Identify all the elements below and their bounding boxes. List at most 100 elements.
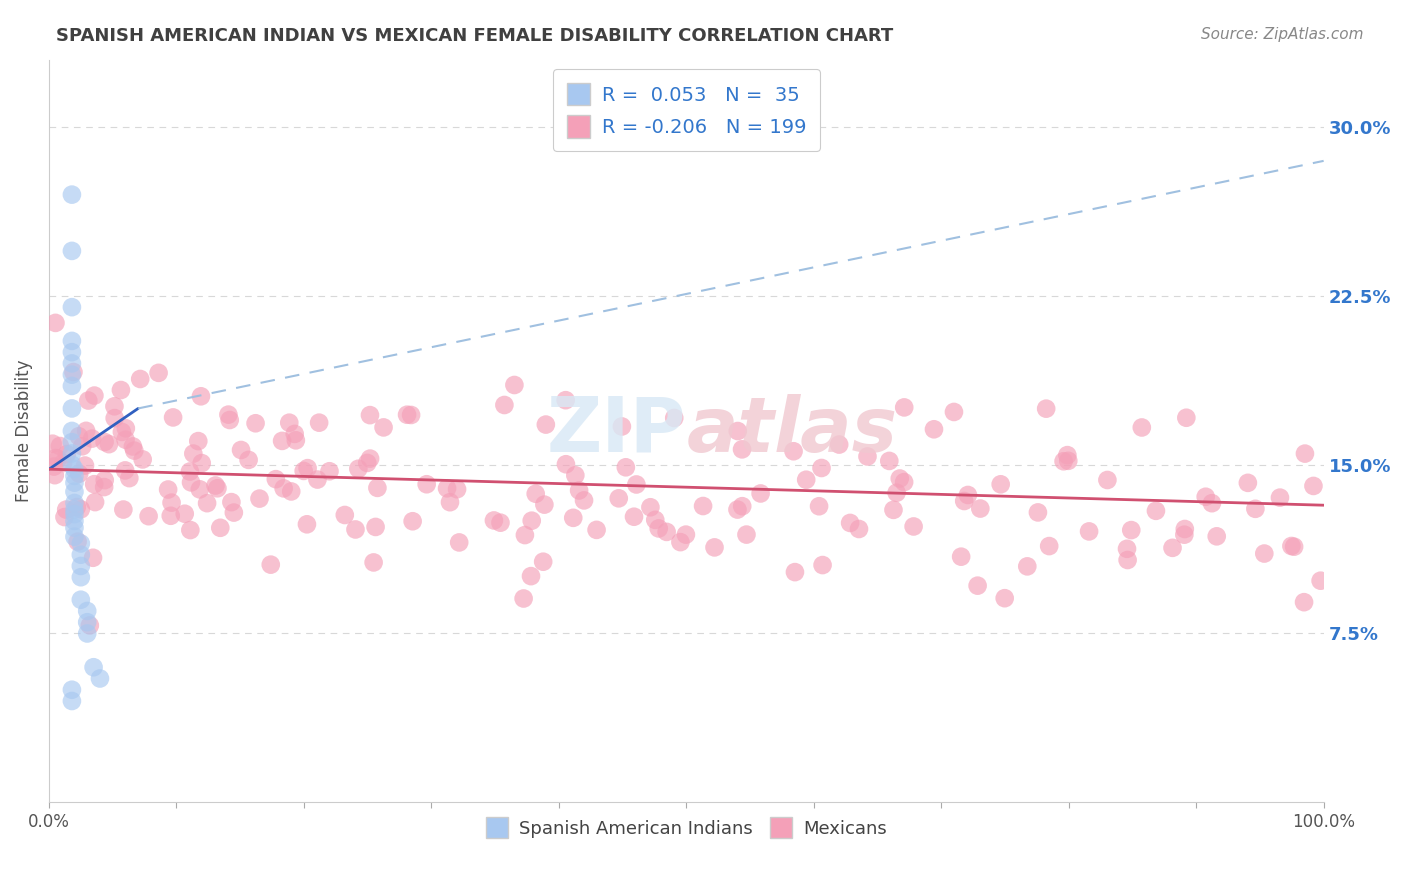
Point bbox=[1078, 524, 1101, 539]
Point bbox=[60, 446, 83, 460]
Point bbox=[882, 503, 904, 517]
Point bbox=[55, 502, 77, 516]
Point bbox=[782, 444, 804, 458]
Point bbox=[585, 523, 607, 537]
Point bbox=[568, 483, 591, 498]
Point bbox=[531, 555, 554, 569]
Point bbox=[623, 509, 645, 524]
Point bbox=[297, 461, 319, 475]
Point bbox=[60, 458, 83, 472]
Point bbox=[731, 499, 754, 513]
Point bbox=[56, 447, 79, 461]
Point bbox=[60, 368, 83, 382]
Point bbox=[359, 451, 381, 466]
Point bbox=[533, 498, 555, 512]
Point bbox=[60, 300, 83, 314]
Point bbox=[60, 244, 83, 258]
Point bbox=[966, 579, 988, 593]
Point bbox=[75, 424, 97, 438]
Point bbox=[1282, 540, 1305, 554]
Point bbox=[67, 429, 90, 443]
Point bbox=[648, 521, 671, 535]
Point bbox=[66, 500, 89, 514]
Point bbox=[63, 502, 86, 516]
Point bbox=[950, 549, 973, 564]
Point bbox=[93, 434, 115, 449]
Point bbox=[118, 471, 141, 485]
Point bbox=[415, 477, 437, 491]
Point bbox=[271, 434, 294, 448]
Y-axis label: Female Disability: Female Disability bbox=[15, 359, 32, 502]
Point bbox=[60, 435, 83, 450]
Point bbox=[122, 440, 145, 454]
Point bbox=[1292, 595, 1315, 609]
Point bbox=[131, 452, 153, 467]
Point bbox=[148, 366, 170, 380]
Point bbox=[104, 411, 127, 425]
Point bbox=[60, 345, 83, 359]
Point bbox=[811, 558, 834, 572]
Point bbox=[446, 482, 468, 496]
Point bbox=[953, 494, 976, 508]
Point bbox=[69, 558, 91, 573]
Point bbox=[664, 411, 686, 425]
Point bbox=[180, 475, 202, 490]
Point bbox=[513, 528, 536, 542]
Point bbox=[114, 463, 136, 477]
Point bbox=[249, 491, 271, 506]
Point bbox=[956, 488, 979, 502]
Point bbox=[942, 405, 965, 419]
Point bbox=[512, 591, 534, 606]
Point bbox=[103, 400, 125, 414]
Point bbox=[893, 475, 915, 489]
Point bbox=[1116, 553, 1139, 567]
Text: ZIP: ZIP bbox=[547, 394, 686, 468]
Point bbox=[922, 422, 945, 436]
Point bbox=[893, 401, 915, 415]
Point bbox=[60, 401, 83, 416]
Point bbox=[783, 565, 806, 579]
Point bbox=[49, 439, 72, 453]
Point bbox=[179, 465, 201, 479]
Point bbox=[1116, 541, 1139, 556]
Point bbox=[80, 432, 103, 446]
Point bbox=[264, 472, 287, 486]
Point bbox=[879, 454, 901, 468]
Point bbox=[572, 493, 595, 508]
Point bbox=[138, 509, 160, 524]
Point bbox=[83, 477, 105, 491]
Point bbox=[53, 510, 76, 524]
Point bbox=[356, 456, 378, 470]
Point bbox=[1097, 473, 1119, 487]
Point bbox=[1268, 491, 1291, 505]
Point bbox=[60, 334, 83, 348]
Point bbox=[207, 481, 229, 495]
Point bbox=[63, 484, 86, 499]
Point bbox=[347, 461, 370, 475]
Point bbox=[112, 502, 135, 516]
Point bbox=[93, 480, 115, 494]
Point bbox=[42, 459, 65, 474]
Point bbox=[675, 527, 697, 541]
Point bbox=[157, 483, 180, 497]
Point bbox=[284, 434, 307, 448]
Point bbox=[735, 527, 758, 541]
Point bbox=[1237, 475, 1260, 490]
Point bbox=[245, 417, 267, 431]
Point bbox=[114, 421, 136, 435]
Point bbox=[1017, 559, 1039, 574]
Point bbox=[89, 672, 111, 686]
Point bbox=[217, 408, 239, 422]
Point bbox=[162, 410, 184, 425]
Point bbox=[363, 556, 385, 570]
Point bbox=[60, 379, 83, 393]
Point bbox=[221, 495, 243, 509]
Point bbox=[295, 517, 318, 532]
Point bbox=[60, 694, 83, 708]
Point bbox=[610, 419, 633, 434]
Point bbox=[60, 682, 83, 697]
Point bbox=[238, 453, 260, 467]
Point bbox=[188, 483, 211, 497]
Point bbox=[886, 485, 908, 500]
Point bbox=[794, 473, 817, 487]
